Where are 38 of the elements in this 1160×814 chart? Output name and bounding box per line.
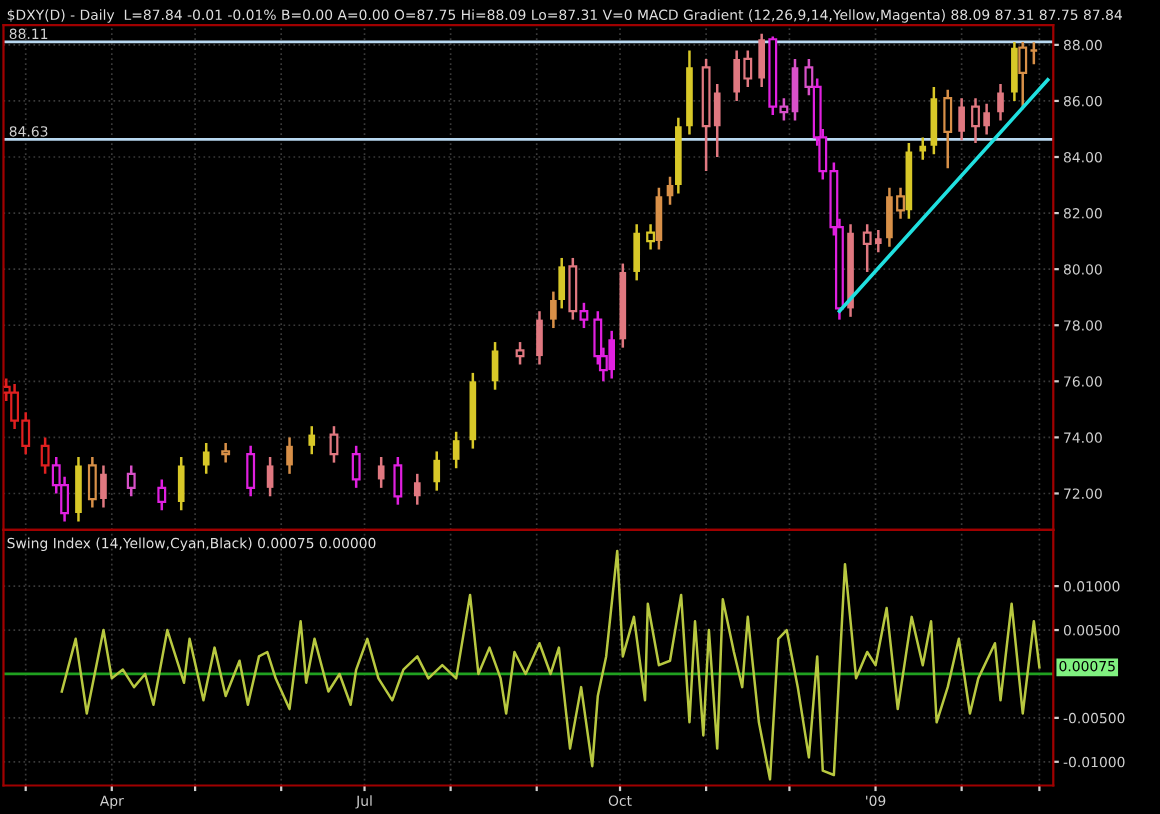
candlestick	[758, 32, 765, 89]
candlestick	[958, 96, 965, 142]
candlestick	[393, 455, 403, 506]
candlestick	[266, 455, 274, 498]
candlestick	[177, 455, 185, 512]
candlestick	[930, 85, 938, 156]
candlestick	[491, 340, 499, 391]
candlestick	[433, 450, 441, 492]
candlestick	[943, 88, 953, 170]
candlestick	[351, 444, 361, 490]
candlestick	[633, 223, 641, 282]
candlestick	[1018, 40, 1028, 111]
line-series	[60, 549, 1041, 781]
candlestick	[452, 430, 460, 470]
candlestick	[221, 441, 231, 464]
candlestick	[515, 340, 525, 366]
candlestick	[655, 186, 663, 251]
candlestick	[157, 478, 167, 512]
candlestick	[413, 472, 421, 506]
candlestick	[308, 424, 316, 456]
candlestick	[997, 82, 1004, 122]
candlestick	[558, 256, 566, 310]
candlestick	[550, 290, 557, 330]
candlestick	[1011, 40, 1018, 103]
candlestick	[329, 424, 339, 464]
candlestick	[791, 57, 799, 122]
candlestick	[377, 455, 385, 490]
candlestick	[286, 436, 293, 476]
candlestick	[202, 441, 210, 476]
candlestick	[100, 464, 107, 509]
candlestick	[75, 455, 82, 523]
candlestick	[919, 136, 927, 162]
candlestick	[646, 223, 656, 251]
candlestick	[87, 455, 97, 509]
candlestick	[246, 444, 256, 498]
candlestick	[126, 464, 136, 498]
candlestick	[1030, 41, 1038, 66]
candlestick	[536, 309, 543, 366]
